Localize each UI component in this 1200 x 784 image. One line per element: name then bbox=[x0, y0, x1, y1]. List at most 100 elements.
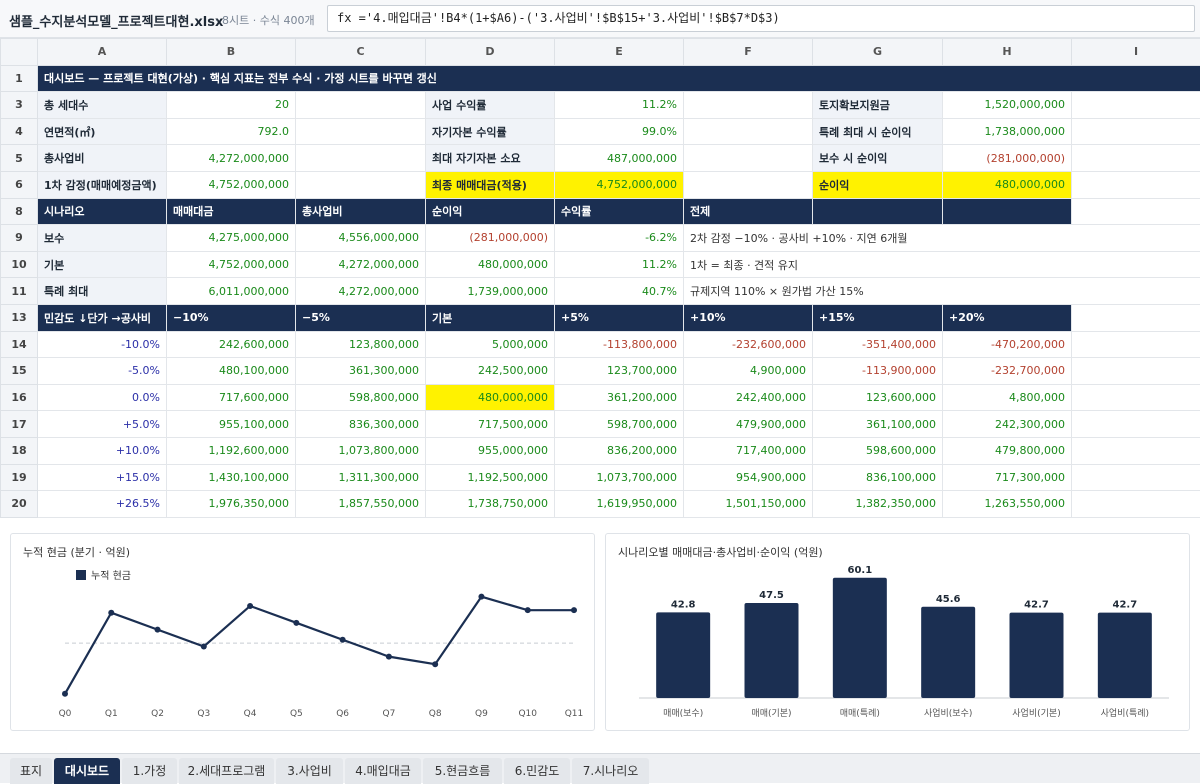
cell-h14[interactable]: -470,200,000 bbox=[943, 331, 1072, 358]
cell-e13[interactable]: +5% bbox=[555, 304, 684, 331]
cell-a18[interactable]: +10.0% bbox=[38, 437, 167, 464]
column-header-c[interactable]: C bbox=[296, 39, 426, 66]
cell-e14[interactable]: -113,800,000 bbox=[555, 331, 684, 358]
cell-a5[interactable]: 총사업비 bbox=[38, 145, 167, 172]
cell-i4[interactable] bbox=[1072, 118, 1200, 145]
cell-c18[interactable]: 1,073,800,000 bbox=[296, 437, 426, 464]
cell-b3[interactable]: 20 bbox=[167, 92, 296, 119]
row-header-8[interactable]: 8 bbox=[1, 198, 38, 225]
cell-h17[interactable]: 242,300,000 bbox=[943, 411, 1072, 438]
cell-d6[interactable]: 최종 매매대금(적용) bbox=[426, 171, 555, 198]
cell-b20[interactable]: 1,976,350,000 bbox=[167, 491, 296, 518]
cell-b14[interactable]: 242,600,000 bbox=[167, 331, 296, 358]
cell-i16[interactable] bbox=[1072, 384, 1200, 411]
cell-g4[interactable]: 특례 최대 시 순이익 bbox=[813, 118, 943, 145]
row-header-10[interactable]: 10 bbox=[1, 251, 38, 278]
cell-c15[interactable]: 361,300,000 bbox=[296, 358, 426, 385]
cell-a9[interactable]: 보수 bbox=[38, 225, 167, 252]
cell-f14[interactable]: -232,600,000 bbox=[684, 331, 813, 358]
column-header-a[interactable]: A bbox=[38, 39, 167, 66]
cell-i20[interactable] bbox=[1072, 491, 1200, 518]
row-header-5[interactable]: 5 bbox=[1, 145, 38, 172]
cell-b5[interactable]: 4,272,000,000 bbox=[167, 145, 296, 172]
cell-d9[interactable]: (281,000,000) bbox=[426, 225, 555, 252]
column-header-e[interactable]: E bbox=[555, 39, 684, 66]
formula-bar[interactable]: fx ='4.매입대금'!B4*(1+$A6)-('3.사업비'!$B$15+'… bbox=[327, 5, 1195, 32]
cell-a17[interactable]: +5.0% bbox=[38, 411, 167, 438]
sheet-tab-5[interactable]: 4.매입대금 bbox=[345, 758, 421, 784]
cell-b17[interactable]: 955,100,000 bbox=[167, 411, 296, 438]
cell-c16[interactable]: 598,800,000 bbox=[296, 384, 426, 411]
cell-g16[interactable]: 123,600,000 bbox=[813, 384, 943, 411]
cell-i5[interactable] bbox=[1072, 145, 1200, 172]
cell-c13[interactable]: −5% bbox=[296, 304, 426, 331]
cell-a15[interactable]: -5.0% bbox=[38, 358, 167, 385]
cell-a11[interactable]: 특례 최대 bbox=[38, 278, 167, 305]
cell-i19[interactable] bbox=[1072, 464, 1200, 491]
cell-f15[interactable]: 4,900,000 bbox=[684, 358, 813, 385]
cell-c6[interactable] bbox=[296, 171, 426, 198]
cell-i18[interactable] bbox=[1072, 437, 1200, 464]
cell-g8[interactable] bbox=[813, 198, 943, 225]
row-header-6[interactable]: 6 bbox=[1, 171, 38, 198]
cell-e19[interactable]: 1,073,700,000 bbox=[555, 464, 684, 491]
cell-a16[interactable]: 0.0% bbox=[38, 384, 167, 411]
cell-d20[interactable]: 1,738,750,000 bbox=[426, 491, 555, 518]
cell-a8[interactable]: 시나리오 bbox=[38, 198, 167, 225]
cell-c10[interactable]: 4,272,000,000 bbox=[296, 251, 426, 278]
cell-e17[interactable]: 598,700,000 bbox=[555, 411, 684, 438]
cell-g5[interactable]: 보수 시 순이익 bbox=[813, 145, 943, 172]
row-header-9[interactable]: 9 bbox=[1, 225, 38, 252]
cell-e9[interactable]: -6.2% bbox=[555, 225, 684, 252]
cell-e6[interactable]: 4,752,000,000 bbox=[555, 171, 684, 198]
row-header-16[interactable]: 16 bbox=[1, 384, 38, 411]
cell-i6[interactable] bbox=[1072, 171, 1200, 198]
cell-c11[interactable]: 4,272,000,000 bbox=[296, 278, 426, 305]
cell-h20[interactable]: 1,263,550,000 bbox=[943, 491, 1072, 518]
cell-d18[interactable]: 955,000,000 bbox=[426, 437, 555, 464]
cell-e3[interactable]: 11.2% bbox=[555, 92, 684, 119]
cell-c9[interactable]: 4,556,000,000 bbox=[296, 225, 426, 252]
cell-g14[interactable]: -351,400,000 bbox=[813, 331, 943, 358]
cell-d10[interactable]: 480,000,000 bbox=[426, 251, 555, 278]
column-header-f[interactable]: F bbox=[684, 39, 813, 66]
cell-c4[interactable] bbox=[296, 118, 426, 145]
row-header-19[interactable]: 19 bbox=[1, 464, 38, 491]
cell-e8[interactable]: 수익률 bbox=[555, 198, 684, 225]
cell-e5[interactable]: 487,000,000 bbox=[555, 145, 684, 172]
cell-g3[interactable]: 토지확보지원금 bbox=[813, 92, 943, 119]
sheet-tab-0[interactable]: 표지 bbox=[10, 758, 52, 784]
cell-h6[interactable]: 480,000,000 bbox=[943, 171, 1072, 198]
cell-a1[interactable]: 대시보드 — 프로젝트 대현(가상) · 핵심 지표는 전부 수식 · 가정 시… bbox=[38, 65, 1200, 92]
cell-b4[interactable]: 792.0 bbox=[167, 118, 296, 145]
cell-f11[interactable]: 규제지역 110% × 원가법 가산 15% bbox=[684, 278, 1200, 305]
cell-d17[interactable]: 717,500,000 bbox=[426, 411, 555, 438]
sheet-tab-7[interactable]: 6.민감도 bbox=[504, 758, 570, 784]
cell-h15[interactable]: -232,700,000 bbox=[943, 358, 1072, 385]
cell-c17[interactable]: 836,300,000 bbox=[296, 411, 426, 438]
cell-f3[interactable] bbox=[684, 92, 813, 119]
cell-e20[interactable]: 1,619,950,000 bbox=[555, 491, 684, 518]
column-header-i[interactable]: I bbox=[1072, 39, 1200, 66]
sheet-tab-6[interactable]: 5.현금흐름 bbox=[423, 758, 502, 784]
cell-b11[interactable]: 6,011,000,000 bbox=[167, 278, 296, 305]
cell-b18[interactable]: 1,192,600,000 bbox=[167, 437, 296, 464]
cell-d14[interactable]: 5,000,000 bbox=[426, 331, 555, 358]
cell-f16[interactable]: 242,400,000 bbox=[684, 384, 813, 411]
row-header-14[interactable]: 14 bbox=[1, 331, 38, 358]
cell-g18[interactable]: 598,600,000 bbox=[813, 437, 943, 464]
cell-g17[interactable]: 361,100,000 bbox=[813, 411, 943, 438]
cell-a20[interactable]: +26.5% bbox=[38, 491, 167, 518]
cell-d3[interactable]: 사업 수익률 bbox=[426, 92, 555, 119]
cell-d19[interactable]: 1,192,500,000 bbox=[426, 464, 555, 491]
cell-i17[interactable] bbox=[1072, 411, 1200, 438]
cell-b8[interactable]: 매매대금 bbox=[167, 198, 296, 225]
cell-e15[interactable]: 123,700,000 bbox=[555, 358, 684, 385]
select-all-corner[interactable] bbox=[1, 39, 38, 66]
row-header-20[interactable]: 20 bbox=[1, 491, 38, 518]
cell-f19[interactable]: 954,900,000 bbox=[684, 464, 813, 491]
cell-f13[interactable]: +10% bbox=[684, 304, 813, 331]
cell-c5[interactable] bbox=[296, 145, 426, 172]
cell-f6[interactable] bbox=[684, 171, 813, 198]
row-header-15[interactable]: 15 bbox=[1, 358, 38, 385]
